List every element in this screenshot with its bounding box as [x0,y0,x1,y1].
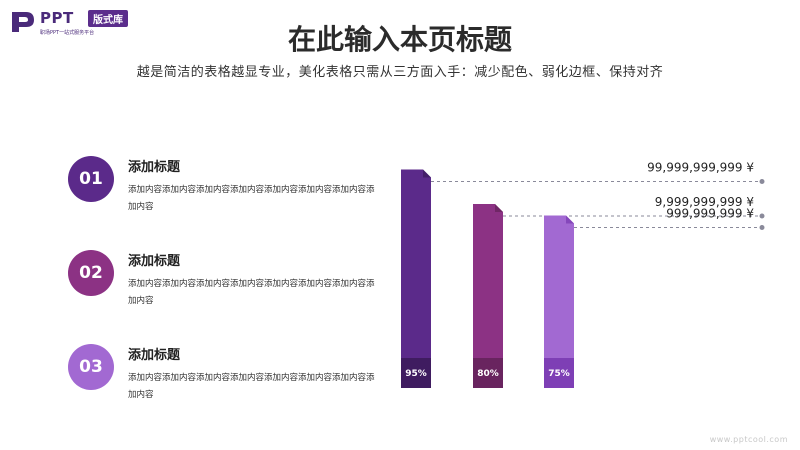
bar [544,215,574,388]
item-title: 添加标题 [128,348,181,363]
list-item: 01 添加标题 添加内容添加内容添加内容添加内容添加内容添加内容添加内容添加内容 [68,156,388,226]
amount-label: 999,999,999 ¥ [666,207,754,221]
item-title: 添加标题 [128,254,181,269]
page-title: 在此输入本页标题 [287,23,512,56]
item-description: 添加内容添加内容添加内容添加内容添加内容添加内容添加内容添加内容 [128,185,375,212]
bar [401,169,431,388]
bar-value-label: 95% [405,369,427,379]
bar-fold [495,204,503,212]
page-subtitle: 越是简洁的表格越显专业，美化表格只需从三方面入手：减少配色、弱化边框、保持对齐 [136,65,664,80]
bar-base [401,358,431,388]
list-item: 02 添加标题 添加内容添加内容添加内容添加内容添加内容添加内容添加内容添加内容 [68,250,388,320]
item-title: 添加标题 [128,160,181,175]
bar-base [544,358,574,388]
leader-dot [759,225,765,230]
bar-fold [566,215,574,224]
logo-badge: 版式库 [88,10,128,27]
amount-label: 99,999,999,999 ¥ [647,161,754,175]
logo-mark-icon [12,12,34,32]
leader-dot [759,213,765,219]
watermark: www.pptcool.com [709,435,788,444]
logo-brand: PPT [40,9,74,27]
item-number-badge: 02 [68,250,114,296]
bar-base [473,358,503,388]
amount-label: 9,999,999,999 ¥ [655,195,755,209]
logo: PPT 版式库 职场PPT一站式服务平台 [10,8,150,38]
bar-fold [423,169,431,178]
bar-value-label: 80% [477,369,499,379]
item-description: 添加内容添加内容添加内容添加内容添加内容添加内容添加内容添加内容 [128,373,375,400]
bar [473,204,503,388]
list-item: 03 添加标题 添加内容添加内容添加内容添加内容添加内容添加内容添加内容添加内容 [68,344,388,414]
item-number-badge: 01 [68,156,114,202]
item-number-badge: 03 [68,344,114,390]
bar-value-label: 75% [548,369,570,379]
item-description: 添加内容添加内容添加内容添加内容添加内容添加内容添加内容添加内容 [128,279,375,306]
logo-tagline: 职场PPT一站式服务平台 [40,30,95,36]
leader-dot [759,179,765,184]
